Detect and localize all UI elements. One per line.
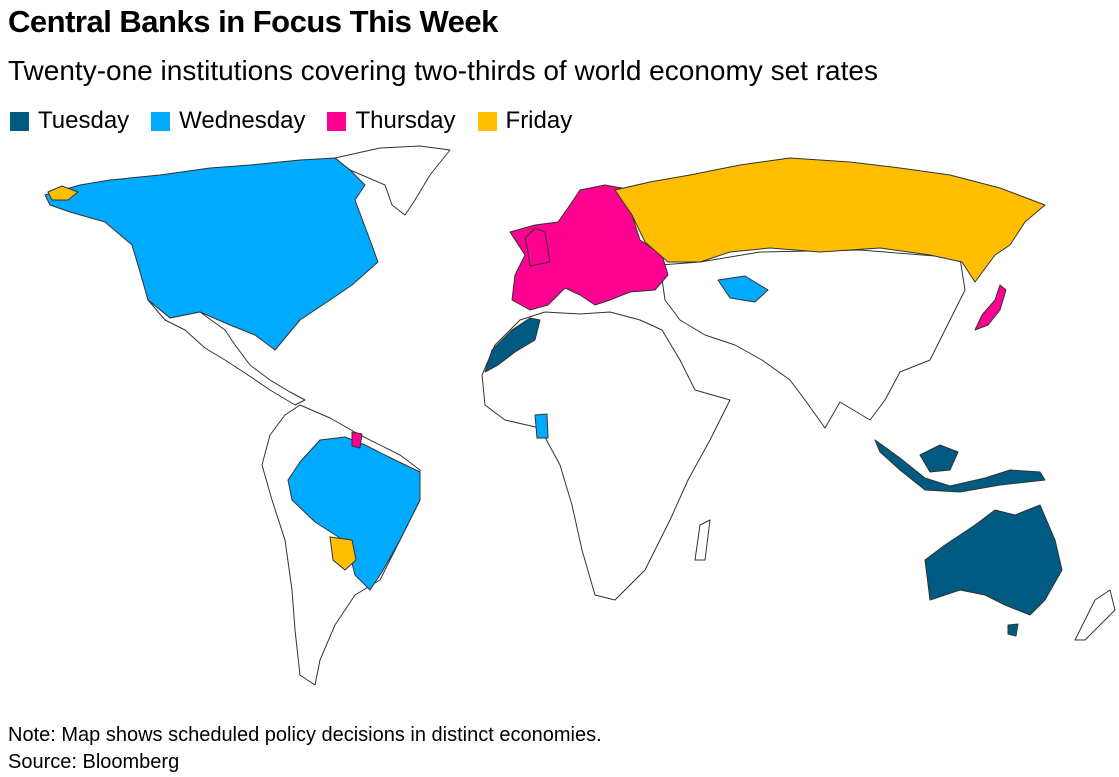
- brazil: [287, 436, 421, 591]
- source-text: Source: Bloomberg: [8, 751, 180, 773]
- mexico-central-america: [147, 299, 306, 406]
- new-zealand: [1074, 589, 1116, 641]
- footnote: Note: Map shows scheduled policy decisio…: [8, 722, 602, 776]
- legend-label: Tuesday: [38, 107, 130, 134]
- north-america-us-canada: [44, 157, 379, 351]
- legend-item-wednesday: Wednesday: [151, 107, 305, 135]
- paraguay: [329, 536, 357, 571]
- iceland: [47, 185, 79, 201]
- legend-swatch: [151, 111, 171, 131]
- indonesia: [874, 439, 1046, 493]
- tasmania: [1007, 623, 1019, 637]
- legend-swatch: [327, 111, 347, 131]
- madagascar: [694, 519, 711, 561]
- legend-item-friday: Friday: [477, 107, 573, 135]
- russia: [614, 157, 1046, 283]
- legend-label: Wednesday: [179, 107, 306, 134]
- legend-swatch: [477, 111, 497, 131]
- legend-item-thursday: Thursday: [327, 107, 456, 135]
- ghana: [534, 413, 549, 439]
- japan: [974, 284, 1007, 331]
- greenland: [334, 145, 451, 216]
- legend-item-tuesday: Tuesday: [10, 107, 129, 135]
- french-guiana: [351, 431, 363, 449]
- legend-swatch: [10, 111, 29, 131]
- legend-label: Friday: [505, 107, 573, 134]
- europe: [509, 184, 669, 311]
- chart-title: Central Banks in Focus This Week: [8, 4, 498, 39]
- borneo-sulawesi: [919, 444, 959, 473]
- morocco: [484, 317, 541, 373]
- australia: [924, 504, 1063, 616]
- note-text: Note: Map shows scheduled policy decisio…: [8, 724, 602, 746]
- chart-subtitle: Twenty-one institutions covering two-thi…: [8, 55, 878, 86]
- legend: Tuesday Wednesday Thursday Friday: [10, 107, 572, 135]
- united-kingdom: [524, 227, 551, 267]
- world-map: [44, 145, 1116, 686]
- legend-label: Thursday: [355, 107, 456, 134]
- caucasus-central-asia: [717, 275, 769, 303]
- africa: [481, 311, 731, 601]
